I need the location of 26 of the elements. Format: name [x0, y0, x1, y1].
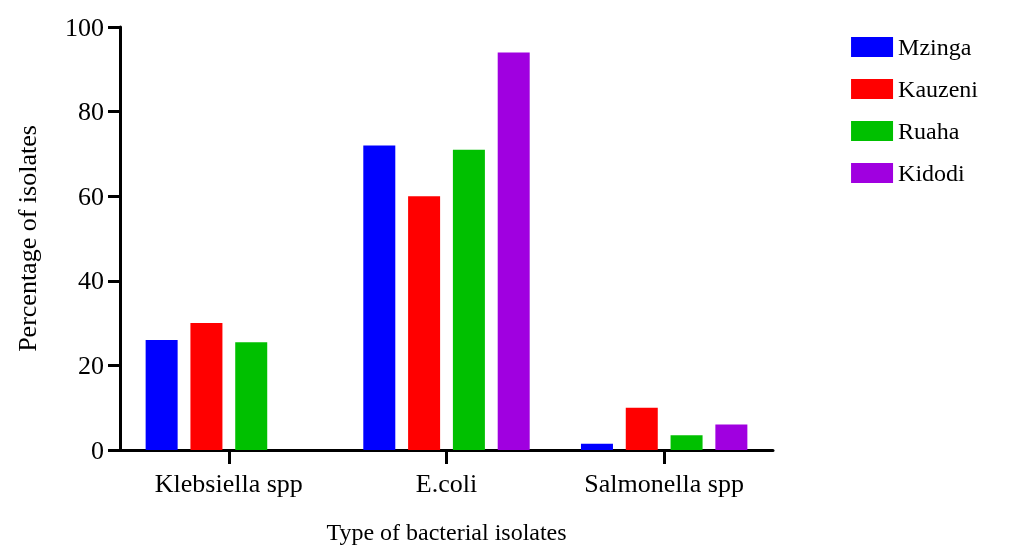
bar — [145, 340, 178, 450]
bar — [715, 424, 748, 450]
bar — [497, 52, 530, 450]
bar — [580, 443, 613, 450]
legend-label: Ruaha — [898, 118, 960, 144]
legend-label: Kauzeni — [898, 76, 979, 102]
legend-label: Mzinga — [898, 34, 972, 60]
x-axis-title: Type of bacterial isolates — [326, 519, 567, 545]
y-tick-label: 0 — [91, 435, 104, 465]
bar — [190, 323, 223, 450]
y-tick-label: 40 — [78, 266, 104, 296]
bar — [625, 407, 658, 450]
y-tick-label: 80 — [78, 97, 104, 127]
x-tick-label: Salmonella spp — [584, 468, 744, 498]
y-axis-title: Percentage of isolates — [12, 125, 42, 352]
x-tick-label: E.coli — [415, 468, 478, 498]
legend-label: Kidodi — [898, 160, 966, 186]
y-tick-label: 100 — [65, 12, 104, 42]
bar — [408, 196, 441, 450]
y-tick-label: 20 — [78, 350, 104, 380]
bar — [235, 342, 268, 450]
x-tick-label: Klebsiella spp — [154, 468, 303, 498]
bar — [363, 145, 396, 450]
bar — [452, 149, 485, 450]
bar — [670, 435, 703, 450]
y-tick-label: 60 — [78, 181, 104, 211]
